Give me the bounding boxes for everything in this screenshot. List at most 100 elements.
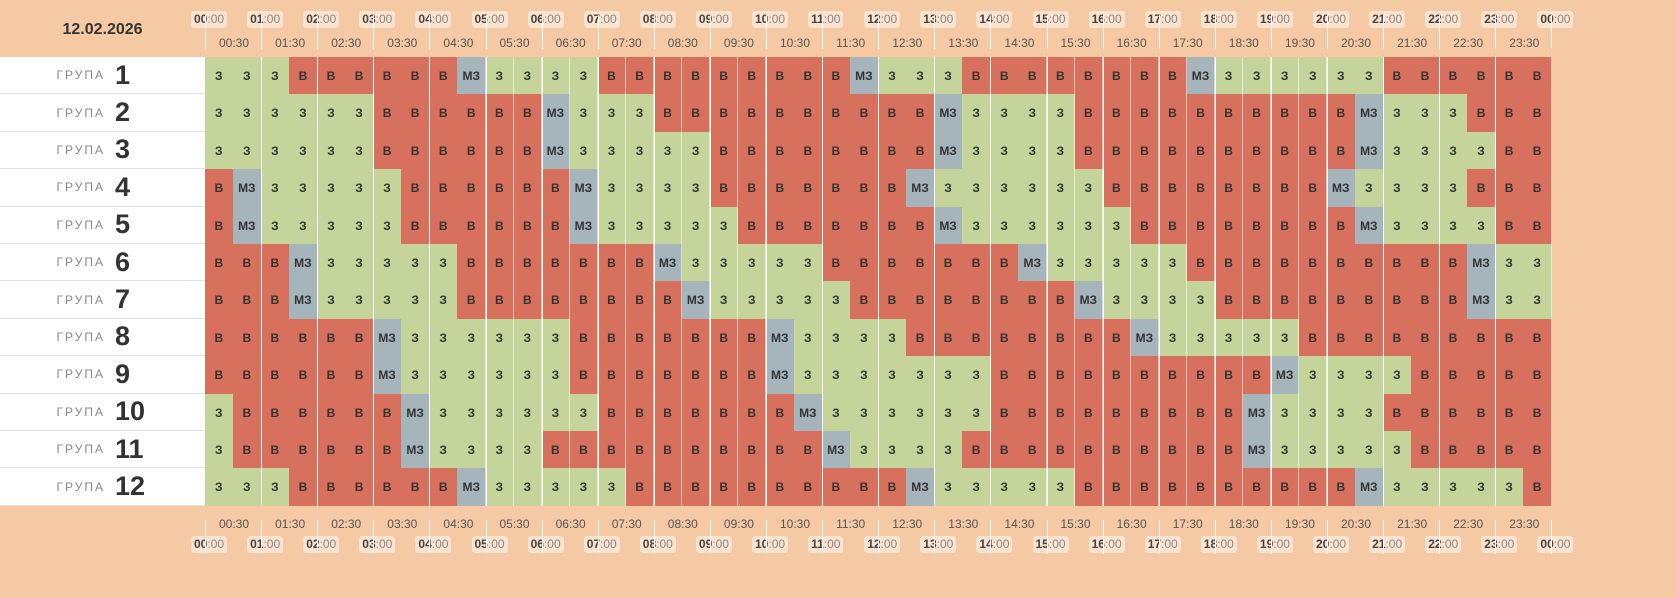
schedule-cell: З xyxy=(1355,169,1384,208)
schedule-cell: З xyxy=(1018,468,1047,507)
schedule-cell: В xyxy=(597,393,627,432)
schedule-cell: З xyxy=(205,131,234,170)
bottom-hour-label: 05:00 xyxy=(471,536,508,553)
schedule-cell: В xyxy=(541,431,571,469)
schedule-cell: З xyxy=(878,356,907,395)
schedule-cell: В xyxy=(289,356,318,395)
schedule-cell: В xyxy=(1074,318,1104,357)
schedule-cell: З xyxy=(1046,169,1076,208)
hour-gridline xyxy=(261,57,263,506)
schedule-cell: З xyxy=(934,468,963,507)
schedule-cell: З xyxy=(1046,94,1076,133)
schedule-cell: В xyxy=(317,468,346,507)
schedule-cell: З xyxy=(1523,281,1552,320)
schedule-cell: З xyxy=(822,281,851,320)
schedule-cell: З xyxy=(822,356,851,395)
schedule-cell: В xyxy=(709,57,739,95)
bottom-hour-tick xyxy=(1158,520,1160,554)
schedule-cell: В xyxy=(1355,244,1384,282)
schedule-cell: З xyxy=(962,131,991,170)
top-half-hour-label: 22:30 xyxy=(1453,36,1484,50)
schedule-cell: В xyxy=(822,94,851,133)
schedule-cell: З xyxy=(1046,206,1076,245)
schedule-cell: В xyxy=(261,318,290,357)
schedule-cell: В xyxy=(1046,318,1076,357)
schedule-cell: В xyxy=(906,281,935,320)
schedule-cell: В xyxy=(1186,393,1216,432)
schedule-cell: З xyxy=(1439,206,1468,245)
schedule-cell: З xyxy=(1355,431,1384,469)
top-hour-tick xyxy=(1102,15,1104,49)
top-half-hour-label: 15:30 xyxy=(1060,36,1091,50)
schedule-cell: МЗ xyxy=(906,468,935,507)
schedule-cell: З xyxy=(878,393,907,432)
schedule-cell: З xyxy=(401,281,430,320)
schedule-cell: В xyxy=(345,468,374,507)
top-hour-label: 03:00 xyxy=(359,11,396,28)
schedule-cell: В xyxy=(1130,206,1160,245)
bottom-hour-tick xyxy=(1270,520,1272,554)
schedule-cell: В xyxy=(766,131,795,170)
group-labels: ГРУПА 1 ГРУПА 2 ГРУПА 3 ГРУПА 4 ГРУПА 5 ГРУПА 6 ГРУП… xyxy=(0,57,205,506)
schedule-cell: З xyxy=(345,281,374,320)
schedule-cell: В xyxy=(1046,356,1076,395)
group-number: 3 xyxy=(115,134,131,165)
schedule-cell: В xyxy=(681,356,711,395)
schedule-cell: В xyxy=(373,431,402,469)
schedule-cell: З xyxy=(1298,431,1328,469)
schedule-cell: В xyxy=(485,169,515,208)
schedule-cell: З xyxy=(1298,393,1328,432)
schedule-cell: З xyxy=(1495,244,1524,282)
schedule-cell: З xyxy=(1018,206,1047,245)
bottom-half-hour-label: 20:30 xyxy=(1341,517,1372,531)
top-hour-tick xyxy=(1495,15,1497,49)
schedule-cell: В xyxy=(625,244,655,282)
schedule-cell: З xyxy=(1130,244,1160,282)
schedule-cell: З xyxy=(1270,431,1300,469)
schedule-cell: В xyxy=(1495,318,1524,357)
schedule-cell: МЗ xyxy=(289,244,318,282)
schedule-cell: З xyxy=(962,94,991,133)
group-label: ГРУПА 9 xyxy=(0,356,205,394)
schedule-cell: З xyxy=(401,318,430,357)
bottom-hour-label: 00:00 xyxy=(1537,536,1574,553)
schedule-cell: З xyxy=(850,356,879,395)
top-half-hour-label: 14:30 xyxy=(1004,36,1035,50)
schedule-cell: З xyxy=(205,94,234,133)
schedule-cell: З xyxy=(990,131,1019,170)
schedule-cell: В xyxy=(373,57,402,95)
schedule-cell: З xyxy=(1411,468,1440,507)
schedule-cell: В xyxy=(513,131,543,170)
group-number: 9 xyxy=(115,358,131,389)
schedule-cell: З xyxy=(1383,468,1412,507)
schedule-cell: В xyxy=(1102,431,1132,469)
schedule-cell: МЗ xyxy=(289,281,318,320)
bottom-half-hour-label: 11:30 xyxy=(836,517,866,531)
group-word: ГРУПА xyxy=(56,68,105,83)
schedule-cell: МЗ xyxy=(934,94,963,133)
top-half-hour-label: 13:30 xyxy=(948,36,979,50)
schedule-cell: З xyxy=(1411,206,1440,245)
bottom-hour-label: 22:00 xyxy=(1425,536,1462,553)
schedule-cell: В xyxy=(934,318,963,357)
top-half-hour-label: 07:30 xyxy=(611,36,642,50)
schedule-cell: МЗ xyxy=(1327,169,1356,208)
schedule-cell: В xyxy=(1495,393,1524,432)
schedule-cell: З xyxy=(261,57,290,95)
schedule-cell: МЗ xyxy=(1467,281,1496,320)
schedule-cell: В xyxy=(1411,281,1440,320)
schedule-cell: З xyxy=(345,94,374,133)
schedule-cell: З xyxy=(878,318,907,357)
schedule-cell: МЗ xyxy=(794,393,823,432)
schedule-cell: В xyxy=(653,393,683,432)
bottom-hour-label: 19:00 xyxy=(1256,536,1293,553)
schedule-cell: В xyxy=(625,431,655,469)
top-hour-tick xyxy=(934,15,936,49)
schedule-cell: З xyxy=(289,131,318,170)
schedule-cell: З xyxy=(541,393,571,432)
schedule-cell: З xyxy=(794,281,823,320)
schedule-cell: В xyxy=(1242,206,1272,245)
schedule-cell: В xyxy=(1018,281,1047,320)
schedule-cell: В xyxy=(401,169,430,208)
top-hour-tick xyxy=(653,15,655,49)
